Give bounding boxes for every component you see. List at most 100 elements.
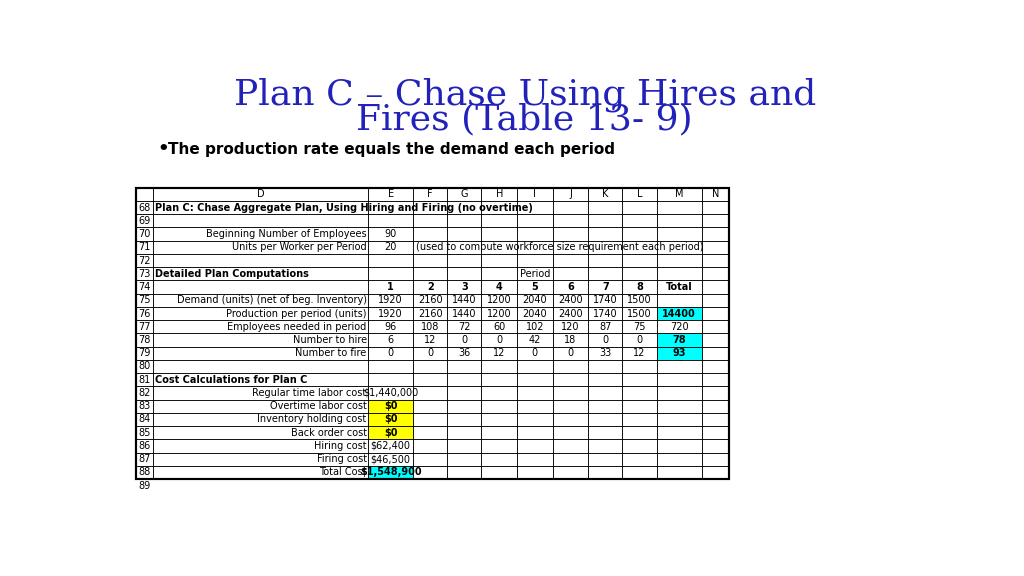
- Text: $0: $0: [384, 428, 397, 438]
- Text: M: M: [675, 190, 683, 199]
- Text: 76: 76: [138, 309, 151, 319]
- Text: 2400: 2400: [558, 309, 583, 319]
- Bar: [369, 426, 414, 439]
- Bar: [136, 188, 729, 479]
- Bar: [369, 400, 414, 413]
- Text: 1500: 1500: [627, 309, 652, 319]
- Text: 33: 33: [599, 348, 611, 358]
- Bar: [369, 413, 414, 426]
- Text: 90: 90: [385, 229, 397, 239]
- Text: 7: 7: [602, 282, 609, 292]
- Text: 0: 0: [388, 348, 394, 358]
- Text: 6: 6: [567, 282, 573, 292]
- Text: 1500: 1500: [627, 295, 652, 305]
- Text: Inventory holding cost: Inventory holding cost: [257, 415, 367, 425]
- Text: L: L: [637, 190, 642, 199]
- Text: 2040: 2040: [522, 295, 547, 305]
- Text: E: E: [388, 190, 394, 199]
- Text: 12: 12: [493, 348, 506, 358]
- Text: 70: 70: [138, 229, 151, 239]
- Text: 1: 1: [387, 282, 394, 292]
- Text: Units per Worker per Period: Units per Worker per Period: [232, 242, 367, 252]
- Text: 42: 42: [528, 335, 541, 345]
- Text: 102: 102: [525, 322, 544, 332]
- Text: 36: 36: [458, 348, 470, 358]
- Text: Fires (Table 13- 9): Fires (Table 13- 9): [356, 103, 693, 137]
- Text: Number to fire: Number to fire: [296, 348, 367, 358]
- Text: 1920: 1920: [379, 295, 403, 305]
- Text: 93: 93: [673, 348, 686, 358]
- Text: Plan C – Chase Using Hires and: Plan C – Chase Using Hires and: [233, 77, 816, 112]
- Text: 2160: 2160: [418, 295, 442, 305]
- Text: K: K: [602, 190, 608, 199]
- Text: 80: 80: [138, 362, 151, 372]
- Text: 96: 96: [385, 322, 397, 332]
- Text: •: •: [158, 140, 169, 158]
- Text: Regular time labor cost: Regular time labor cost: [253, 388, 367, 398]
- Text: 2160: 2160: [418, 309, 442, 319]
- Text: Overtime labor cost: Overtime labor cost: [270, 401, 367, 411]
- Text: 85: 85: [138, 428, 151, 438]
- Text: 0: 0: [531, 348, 538, 358]
- Text: 74: 74: [138, 282, 151, 292]
- Text: 0: 0: [637, 335, 643, 345]
- Text: 1920: 1920: [379, 309, 403, 319]
- Text: 86: 86: [138, 441, 151, 451]
- Text: 5: 5: [531, 282, 539, 292]
- Bar: [136, 188, 729, 479]
- Text: Cost Calculations for Plan C: Cost Calculations for Plan C: [155, 375, 307, 385]
- Text: Demand (units) (net of beg. Inventory): Demand (units) (net of beg. Inventory): [177, 295, 367, 305]
- Text: 75: 75: [138, 295, 151, 305]
- Text: Plan C: Chase Aggregate Plan, Using Hiring and Firing (no overtime): Plan C: Chase Aggregate Plan, Using Hiri…: [155, 203, 534, 213]
- Text: 0: 0: [567, 348, 573, 358]
- Text: 84: 84: [138, 415, 151, 425]
- Text: 1740: 1740: [593, 295, 617, 305]
- Text: 0: 0: [461, 335, 467, 345]
- Text: 81: 81: [138, 375, 151, 385]
- Text: 1740: 1740: [593, 309, 617, 319]
- Text: 73: 73: [138, 269, 151, 279]
- Text: 60: 60: [494, 322, 506, 332]
- Text: Period: Period: [520, 269, 550, 279]
- Text: Production per period (units): Production per period (units): [226, 309, 367, 319]
- Text: 6: 6: [388, 335, 394, 345]
- Text: 0: 0: [497, 335, 503, 345]
- Text: $62,400: $62,400: [371, 441, 411, 451]
- Text: 1440: 1440: [453, 309, 476, 319]
- Text: 8: 8: [636, 282, 643, 292]
- Text: $0: $0: [384, 415, 397, 425]
- Text: 88: 88: [138, 468, 151, 478]
- Text: Number to hire: Number to hire: [293, 335, 367, 345]
- Text: $46,500: $46,500: [371, 454, 411, 464]
- Text: 3: 3: [461, 282, 468, 292]
- Text: 1200: 1200: [487, 295, 512, 305]
- Text: 12: 12: [633, 348, 646, 358]
- Text: 120: 120: [561, 322, 580, 332]
- Text: 87: 87: [599, 322, 611, 332]
- Bar: [656, 307, 701, 320]
- Text: Hiring cost: Hiring cost: [314, 441, 367, 451]
- Text: 82: 82: [138, 388, 151, 398]
- Text: 87: 87: [138, 454, 151, 464]
- Bar: [369, 466, 414, 479]
- Bar: [656, 334, 701, 347]
- Text: Firing cost: Firing cost: [316, 454, 367, 464]
- Text: 72: 72: [458, 322, 471, 332]
- Text: Employees needed in period: Employees needed in period: [227, 322, 367, 332]
- Text: F: F: [427, 190, 433, 199]
- Text: 78: 78: [138, 335, 151, 345]
- Text: 75: 75: [633, 322, 646, 332]
- Text: H: H: [496, 190, 503, 199]
- Text: 0: 0: [602, 335, 608, 345]
- Text: 18: 18: [564, 335, 577, 345]
- Text: 83: 83: [138, 401, 151, 411]
- Text: I: I: [534, 190, 537, 199]
- Text: The production rate equals the demand each period: The production rate equals the demand ea…: [168, 142, 615, 157]
- Text: 68: 68: [138, 203, 151, 213]
- Text: 71: 71: [138, 242, 151, 252]
- Text: $1,548,900: $1,548,900: [359, 468, 422, 478]
- Text: 79: 79: [138, 348, 151, 358]
- Text: $0: $0: [384, 401, 397, 411]
- Text: 1440: 1440: [453, 295, 476, 305]
- Text: 1200: 1200: [487, 309, 512, 319]
